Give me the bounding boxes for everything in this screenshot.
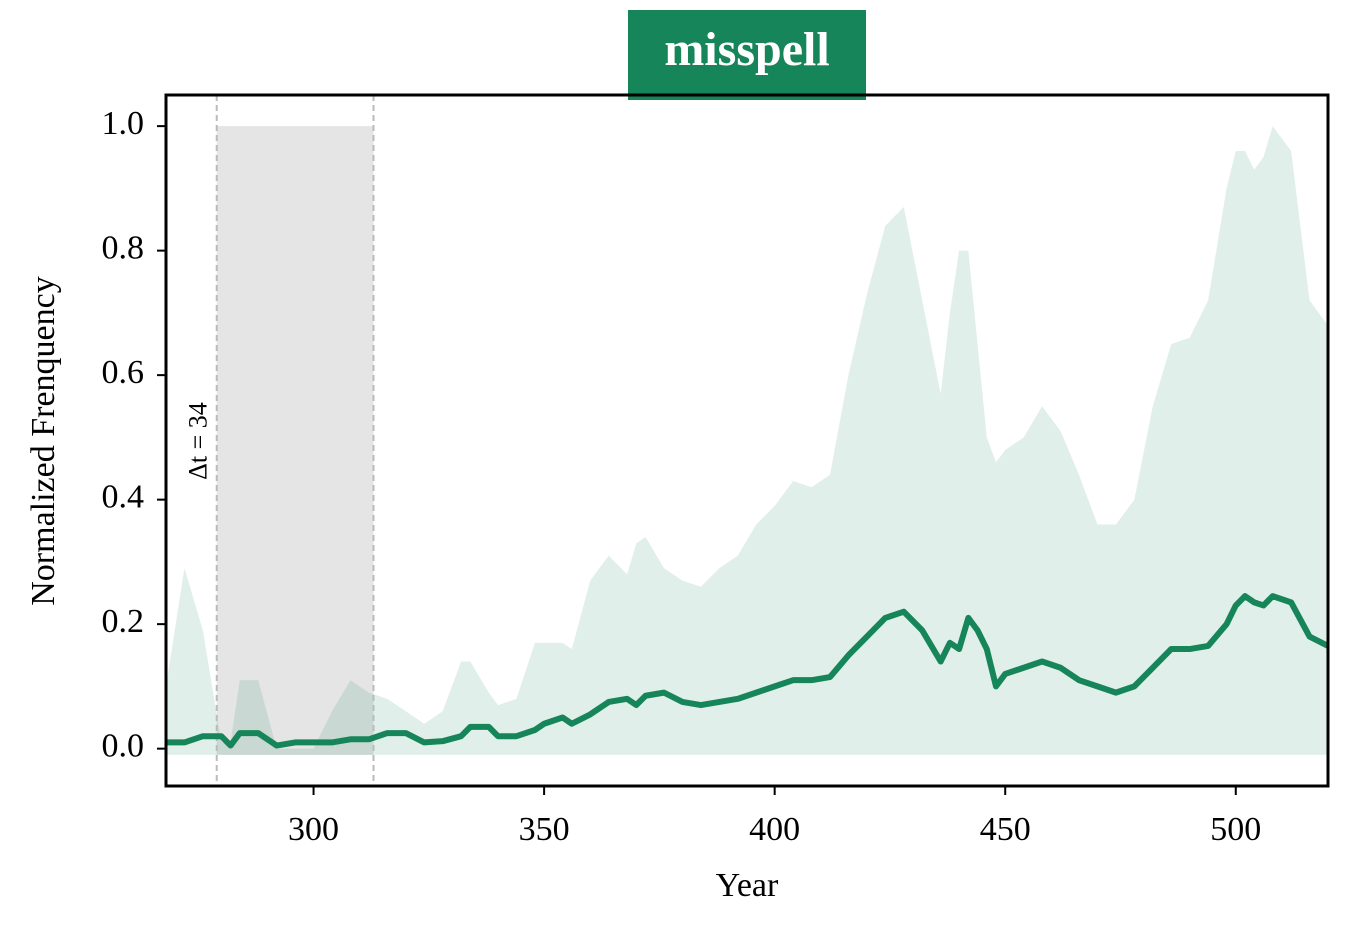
y-tick-label: 0.6 (102, 354, 145, 391)
plot-frame (164, 93, 1330, 788)
x-axis-title: Year (716, 867, 779, 904)
title-box (628, 10, 866, 100)
highlight-span (216, 126, 374, 755)
y-tick-label: 1.0 (102, 105, 145, 142)
line-series (166, 593, 1330, 749)
y-axis-title: Normalized Frenquency (25, 276, 62, 606)
x-tick-label: 400 (749, 811, 800, 848)
y-tick-label: 0.2 (102, 603, 145, 640)
x-tick-label: 500 (1210, 811, 1261, 848)
y-tick-label: 0.8 (102, 229, 145, 266)
y-tick-label: 0.4 (102, 478, 145, 515)
chart-title: misspell (664, 23, 829, 76)
y-tick-label: 0.0 (102, 727, 145, 764)
x-tick-label: 450 (980, 811, 1031, 848)
annotation: Δt = 34 (184, 402, 213, 480)
x-tick-label: 350 (519, 811, 570, 848)
x-tick-label: 300 (288, 811, 339, 848)
confidence-band (166, 126, 1328, 755)
